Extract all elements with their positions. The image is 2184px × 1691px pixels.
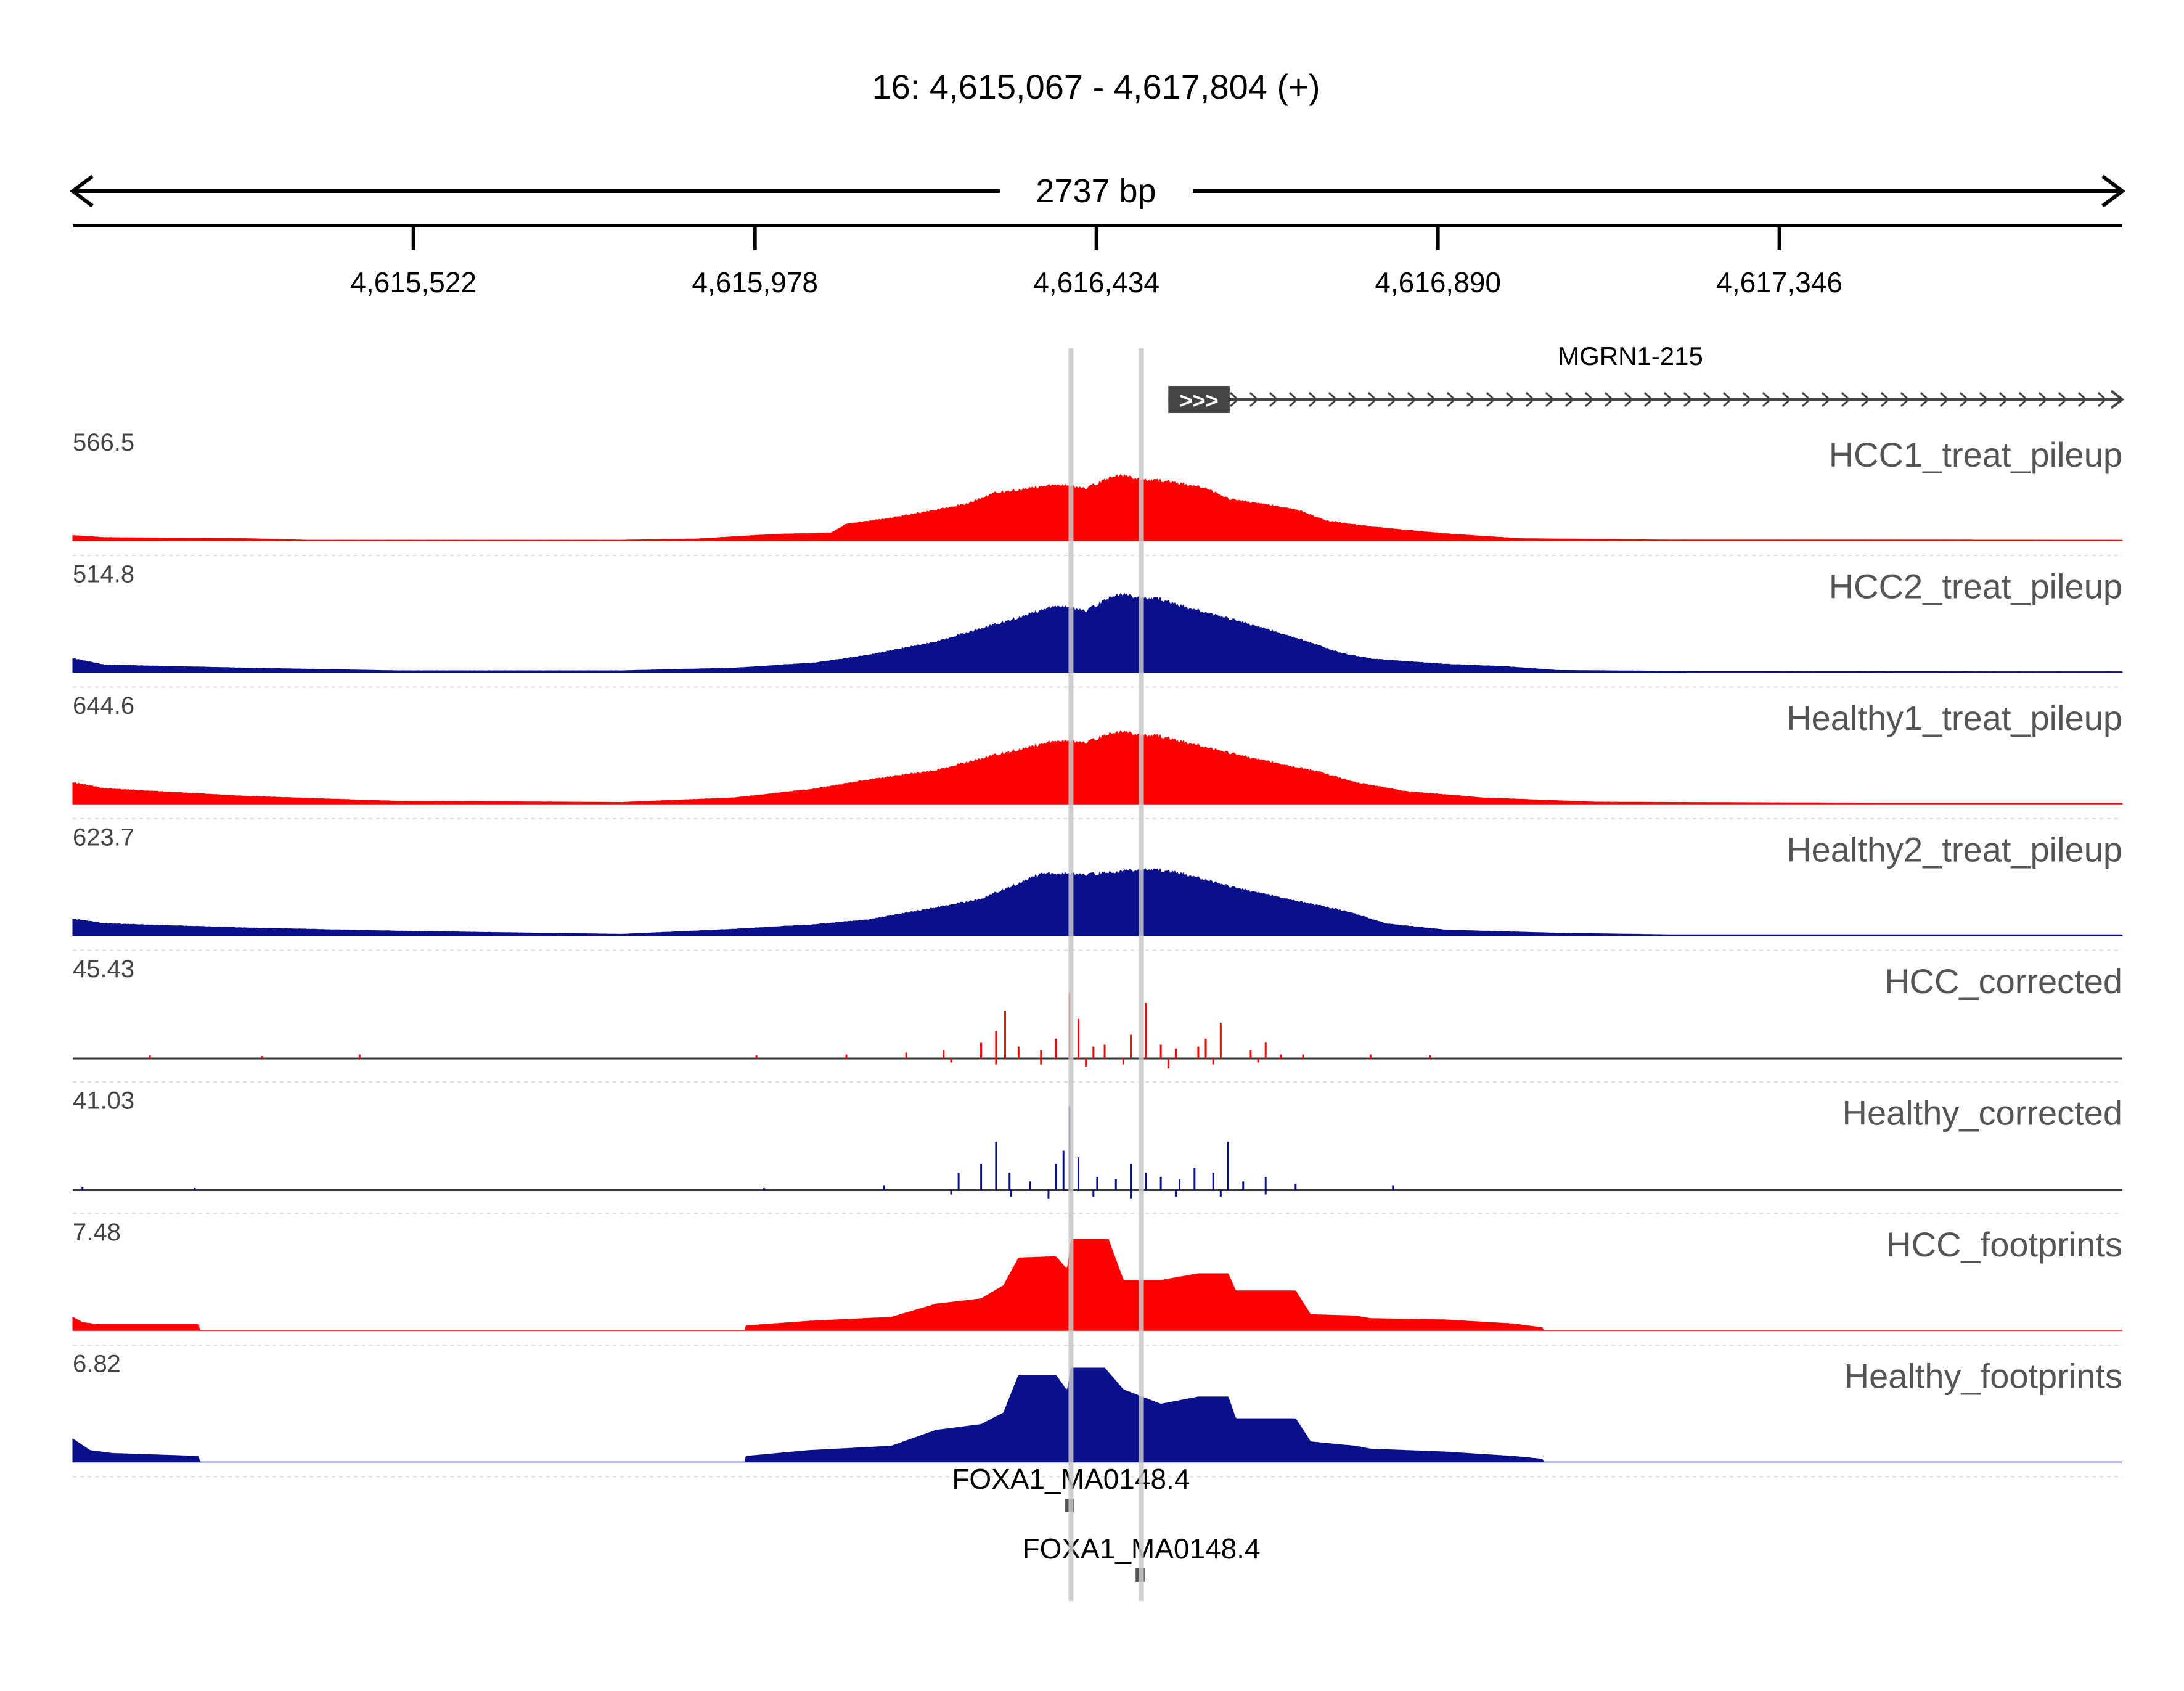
gene-strand-chevron-2: [1269, 391, 1279, 407]
gene-strand-chevron-3: [1288, 391, 1299, 407]
axis-ticks: 4,615,522 4,615,978 4,616,434 4,616,890 4,61…: [350, 226, 1842, 298]
axis-tick-label-2: 4,616,434: [1033, 266, 1159, 298]
gene-label: MGRN1-215: [1558, 342, 1703, 371]
gene-strand-chevron-1: [1249, 391, 1259, 407]
highlight-lines: [1068, 348, 1144, 1601]
axis-tick-label-0: 4,615,522: [350, 266, 476, 298]
gene-strand-chevron-21: [1643, 391, 1654, 407]
gene-exon-glyphs: >>>: [1180, 388, 1219, 413]
span-indicator: 2737 bp: [70, 173, 2125, 210]
track-max-label-6: 7.48: [73, 1219, 121, 1246]
gene-exon: [1168, 386, 1230, 413]
track-max-label-0: 566.5: [73, 429, 134, 456]
track-Healthy_footprints: 6.82 Healthy_footprints: [72, 1351, 2122, 1478]
track-name-label-2: Healthy1_treat_pileup: [1786, 698, 2122, 737]
track-HCC_footprints: 7.48 HCC_footprints: [72, 1219, 2122, 1346]
span-arrow-left-head: [70, 174, 94, 208]
track-HCC2_treat_pileup: 514.8 HCC2_treat_pileup: [72, 561, 2124, 688]
gene-strand-chevron-43: [2077, 391, 2088, 407]
track-max-label-4: 45.43: [73, 956, 134, 983]
track-max-label-3: 623.7: [73, 824, 134, 851]
gene-strand-chevron-12: [1466, 391, 1476, 407]
gene-strand-chevron-24: [1703, 391, 1713, 407]
gene-strand-chevron-27: [1762, 391, 1772, 407]
gene-strand-chevron-25: [1722, 391, 1733, 407]
gene-strand-chevron-11: [1446, 391, 1457, 407]
track-name-label-5: Healthy_corrected: [1842, 1094, 2122, 1132]
gene-strand-chevron-13: [1486, 391, 1496, 407]
gene-strand-chevron-20: [1624, 391, 1634, 407]
track-Healthy1_treat_pileup: 644.6 Healthy1_treat_pileup: [72, 692, 2124, 819]
span-label: 2737 bp: [1036, 173, 1156, 210]
track-max-label-7: 6.82: [73, 1351, 121, 1378]
gene-strand-chevron-42: [2058, 391, 2068, 407]
track-HCC1_treat_pileup: 566.5 HCC1_treat_pileup: [72, 429, 2124, 556]
gene-strand-chevron-28: [1781, 391, 1792, 407]
span-arrow-right-head: [2101, 174, 2125, 208]
axis-tick-label-4: 4,617,346: [1716, 266, 1842, 298]
track-name-label-6: HCC_footprints: [1886, 1225, 2122, 1264]
gene-strand-chevron-9: [1407, 391, 1417, 407]
gene-strand-chevron-10: [1426, 391, 1437, 407]
gene-strand-chevron-0: [1229, 391, 1240, 407]
track-Healthy2_treat_pileup: 623.7 Healthy2_treat_pileup: [72, 824, 2124, 951]
track-name-label-3: Healthy2_treat_pileup: [1786, 830, 2122, 869]
gene-strand-chevron-14: [1505, 391, 1516, 407]
track-name-label-7: Healthy_footprints: [1844, 1357, 2122, 1396]
gene-strand-chevron-41: [2038, 391, 2048, 407]
track-name-label-1: HCC2_treat_pileup: [1829, 567, 2122, 606]
gene-track: MGRN1-215 >>>: [1168, 342, 2125, 413]
gene-strand-chevron-6: [1348, 391, 1358, 407]
gene-strand-chevron-4: [1308, 391, 1319, 407]
track-area-3: [72, 867, 2124, 936]
track-max-label-2: 644.6: [73, 692, 134, 719]
track-Healthy_corrected: 41.03 Healthy_corrected: [73, 1087, 2122, 1214]
gene-strand-chevron-8: [1387, 391, 1397, 407]
gene-strand-chevron-39: [1998, 391, 2009, 407]
gene-end-arrow: [2110, 390, 2125, 409]
gene-strand-chevron-29: [1801, 391, 1812, 407]
track-name-label-0: HCC1_treat_pileup: [1829, 435, 2122, 474]
gene-strand-chevron-15: [1525, 391, 1536, 407]
gene-strand-chevron-32: [1860, 391, 1871, 407]
track-area-2: [72, 730, 2124, 805]
coordinate-axis: 4,615,522 4,615,978 4,616,434 4,616,890 4,61…: [73, 224, 2122, 298]
axis-tick-label-1: 4,615,978: [692, 266, 818, 298]
gene-strand-chevron-26: [1742, 391, 1753, 407]
region-title: 16: 4,615,067 - 4,617,804 (+): [872, 67, 1320, 106]
gene-strand-chevron-16: [1545, 391, 1555, 407]
gene-strand-chevron-31: [1841, 391, 1851, 407]
gene-strand-chevron-36: [1939, 391, 1950, 407]
gene-strand-chevron-38: [1979, 391, 1989, 407]
track-max-label-5: 41.03: [73, 1087, 134, 1115]
track-area-1: [72, 592, 2124, 673]
track-max-label-1: 514.8: [73, 561, 134, 588]
track-area-0: [72, 473, 2124, 541]
gene-strand-chevron-18: [1584, 391, 1595, 407]
gene-strand-chevron-22: [1663, 391, 1674, 407]
gene-strand-chevron-37: [1959, 391, 1969, 407]
track-name-label-4: HCC_corrected: [1884, 962, 2122, 1001]
gene-strand-chevron-34: [1900, 391, 1910, 407]
gene-strand-chevron-44: [2097, 391, 2108, 407]
gene-strand-chevron-40: [2018, 391, 2029, 407]
gene-strand-chevron-7: [1367, 391, 1378, 407]
signal-tracks: 566.5 HCC1_treat_pileup 514.8 HCC2_treat_pi…: [72, 429, 2124, 1478]
gene-strand-chevron-19: [1604, 391, 1614, 407]
gene-strand-chevron-23: [1683, 391, 1693, 407]
gene-strand-chevron-33: [1880, 391, 1891, 407]
gene-strand-chevron-17: [1564, 391, 1575, 407]
gene-strand-chevron-5: [1328, 391, 1338, 407]
axis-tick-label-3: 4,616,890: [1375, 266, 1501, 298]
gene-strand-chevron-30: [1821, 391, 1831, 407]
gene-strand-chevron-35: [1920, 391, 1930, 407]
